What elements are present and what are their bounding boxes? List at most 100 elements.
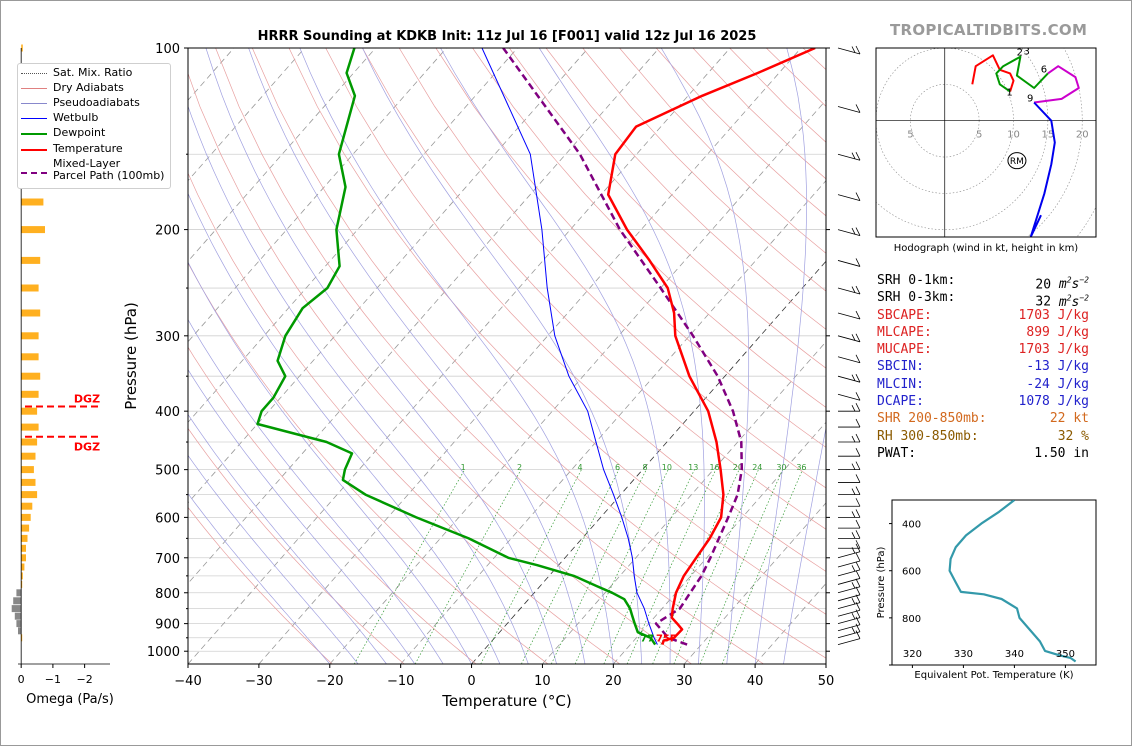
pressure-tick-label: 300 [155, 330, 180, 345]
wind-barb-staff [837, 569, 861, 577]
wind-barb-staff [837, 638, 861, 645]
wind-barb-flag [855, 509, 861, 518]
wind-barb-flag [851, 597, 856, 605]
isotherm-line [542, 341, 826, 664]
wind-barb-staff [837, 393, 861, 401]
wind-barb [837, 333, 861, 343]
wind-barb-staff [837, 624, 861, 632]
wind-barb [837, 543, 861, 559]
omega-bar [21, 332, 39, 340]
chart-title: HRRR Sounding at KDKB Init: 11z Jul 16 [… [258, 29, 757, 44]
wind-barb-flag [851, 404, 856, 412]
pseudoadiabat-line [205, 48, 557, 664]
wind-barb [838, 461, 861, 471]
omega-xlabel: Omega (Pa/s) [26, 692, 114, 707]
pseudoadiabat-line [188, 318, 444, 664]
pseudoadiabat-line [362, 48, 643, 664]
hodograph-background [876, 48, 1096, 237]
param-row-shear: SHR 200-850mb: 22 kt [877, 411, 1089, 427]
wind-barb-staff [837, 153, 861, 161]
wind-barb [837, 586, 861, 602]
wind-barb-flag [851, 227, 856, 235]
wind-barb-staff [837, 375, 861, 383]
wind-barb-staff [837, 260, 861, 267]
wind-barb [837, 594, 861, 610]
omega-bar [21, 634, 23, 642]
wind-barb-flag [855, 310, 861, 320]
wind-barb-staff [837, 609, 861, 617]
temp-tick-label: −10 [387, 674, 414, 689]
wind-barb [838, 448, 861, 457]
pseudoadiabat-line [188, 454, 359, 664]
wind-barb-flag [855, 461, 861, 470]
wind-barb-flag [851, 46, 856, 53]
theta-e-ylabel: Pressure (hPa) [876, 547, 887, 619]
hodograph-ring-label: 15 [1042, 130, 1055, 141]
wind-barb [837, 192, 861, 201]
omega-bar [16, 620, 22, 628]
surface-dew-label: 77 [640, 634, 654, 645]
hodograph-trace [1033, 65, 1080, 104]
param-row-dcape: DCAPE: 1078 J/kg [877, 394, 1089, 410]
omega-tick-label: −2 [77, 673, 93, 686]
pressure-tick-label: 400 [155, 405, 180, 420]
wind-barb-flag [851, 511, 856, 518]
mixing-ratio-line [721, 469, 803, 664]
dry-adiabat-line [362, 48, 826, 530]
mixing-ratio-line [574, 469, 669, 664]
wind-barb [837, 616, 861, 632]
theta-e-line [948, 500, 1077, 663]
isotherm-line [329, 99, 826, 664]
mixing-ratio-line [480, 469, 582, 664]
omega-bar [21, 502, 33, 510]
dgz-label: DGZ [74, 441, 100, 454]
dry-adiabat-line [188, 172, 621, 664]
wind-barb-flag [851, 627, 856, 634]
wind-barb-staff [837, 312, 861, 320]
temp-tick-label: −40 [174, 674, 201, 689]
param-row-pwat: PWAT: 1.50 in [877, 445, 1089, 461]
omega-bar [21, 513, 31, 521]
wind-barb [838, 540, 861, 549]
omega-panel: DGZ DGZ 0 −1 −2 Omega (Pa/s) [11, 44, 114, 707]
wind-barb [838, 498, 861, 507]
wind-barb-flag [855, 104, 861, 113]
mixing-ratio-label: 13 [688, 463, 698, 472]
wind-barb [837, 630, 861, 645]
legend-item-mix-ratio: Sat. Mix. Ratio [18, 66, 170, 80]
wind-barb-flag [855, 227, 861, 236]
wind-barb-flag [855, 418, 861, 428]
wind-barb-staff [837, 551, 861, 559]
temp-tick-label: 20 [605, 674, 622, 689]
wind-barb-flag [855, 374, 861, 383]
isotherm-line [188, 48, 731, 664]
mixing-ratio-label: 4 [578, 463, 583, 472]
wind-barb [838, 519, 861, 529]
brand-logo[interactable]: TROPICALTIDBITS.COM [890, 21, 1088, 39]
pressure-tick-label: 700 [155, 552, 180, 567]
dry-adiabat-line [188, 72, 692, 664]
pressure-tick-label: 600 [155, 511, 180, 526]
legend-item-dewpoint: Dewpoint [18, 126, 170, 140]
wind-barb-flag [855, 552, 861, 562]
wind-barb-flag [851, 582, 856, 589]
wind-barb [838, 418, 861, 428]
omega-bar [21, 524, 30, 532]
omega-tick-label: 0 [18, 673, 25, 686]
hodograph-height-label: 2 [1017, 48, 1023, 59]
hodograph-height-label: 1 [1006, 88, 1012, 99]
skewt-xlabel: Temperature (°C) [441, 692, 571, 710]
omega-bar [21, 353, 39, 361]
omega-bar [21, 478, 36, 486]
skewt-ylabel: Pressure (hPa) [122, 302, 140, 410]
wind-barb [837, 258, 861, 267]
wind-barb-flag [855, 285, 861, 295]
wind-barb [837, 310, 861, 320]
param-row-srh1: SRH 0-1km: 20 m2s−2 [877, 273, 1089, 293]
mixing-ratio-line [699, 469, 783, 664]
legend-item-dry-adiabats: Dry Adiabats [18, 81, 170, 95]
hodograph-ring-label: 5 [907, 130, 913, 141]
omega-bar [21, 466, 34, 474]
omega-bar [11, 605, 22, 613]
wind-barb-staff [837, 335, 861, 343]
